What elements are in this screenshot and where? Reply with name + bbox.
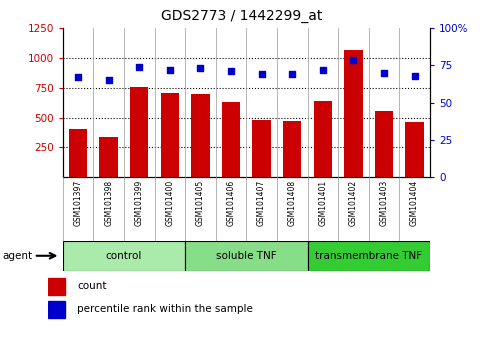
Text: percentile rank within the sample: percentile rank within the sample <box>77 304 253 314</box>
Point <box>227 69 235 74</box>
Text: GSM101397: GSM101397 <box>73 180 83 227</box>
Point <box>105 78 113 83</box>
Bar <box>405 122 424 177</box>
Bar <box>185 241 308 271</box>
Point <box>135 64 143 70</box>
Bar <box>253 120 271 177</box>
Text: GSM101398: GSM101398 <box>104 180 113 226</box>
Bar <box>63 241 185 271</box>
Text: GSM101399: GSM101399 <box>135 180 144 227</box>
Bar <box>48 301 65 318</box>
Bar <box>191 94 210 177</box>
Text: GDS2773 / 1442299_at: GDS2773 / 1442299_at <box>161 9 322 23</box>
Text: GSM101401: GSM101401 <box>318 180 327 226</box>
Bar <box>375 111 393 177</box>
Point <box>319 67 327 73</box>
Point <box>166 67 174 73</box>
Bar <box>308 241 430 271</box>
Text: count: count <box>77 281 107 291</box>
Point <box>411 73 418 79</box>
Text: GSM101405: GSM101405 <box>196 180 205 227</box>
Text: GSM101402: GSM101402 <box>349 180 358 226</box>
Bar <box>313 101 332 177</box>
Bar <box>130 87 148 177</box>
Bar <box>222 102 240 177</box>
Bar <box>69 130 87 177</box>
Text: GSM101403: GSM101403 <box>380 180 388 227</box>
Point <box>197 65 204 71</box>
Text: GSM101406: GSM101406 <box>227 180 236 227</box>
Point <box>74 75 82 80</box>
Point <box>350 57 357 62</box>
Bar <box>99 137 118 177</box>
Text: GSM101408: GSM101408 <box>288 180 297 226</box>
Bar <box>344 50 363 177</box>
Text: agent: agent <box>2 251 32 261</box>
Text: GSM101407: GSM101407 <box>257 180 266 227</box>
Bar <box>48 278 65 295</box>
Bar <box>161 92 179 177</box>
Text: soluble TNF: soluble TNF <box>216 251 277 261</box>
Text: GSM101400: GSM101400 <box>165 180 174 227</box>
Text: GSM101404: GSM101404 <box>410 180 419 227</box>
Text: control: control <box>106 251 142 261</box>
Point <box>288 72 296 77</box>
Text: transmembrane TNF: transmembrane TNF <box>315 251 422 261</box>
Point <box>258 72 266 77</box>
Point <box>380 70 388 76</box>
Bar <box>283 121 301 177</box>
